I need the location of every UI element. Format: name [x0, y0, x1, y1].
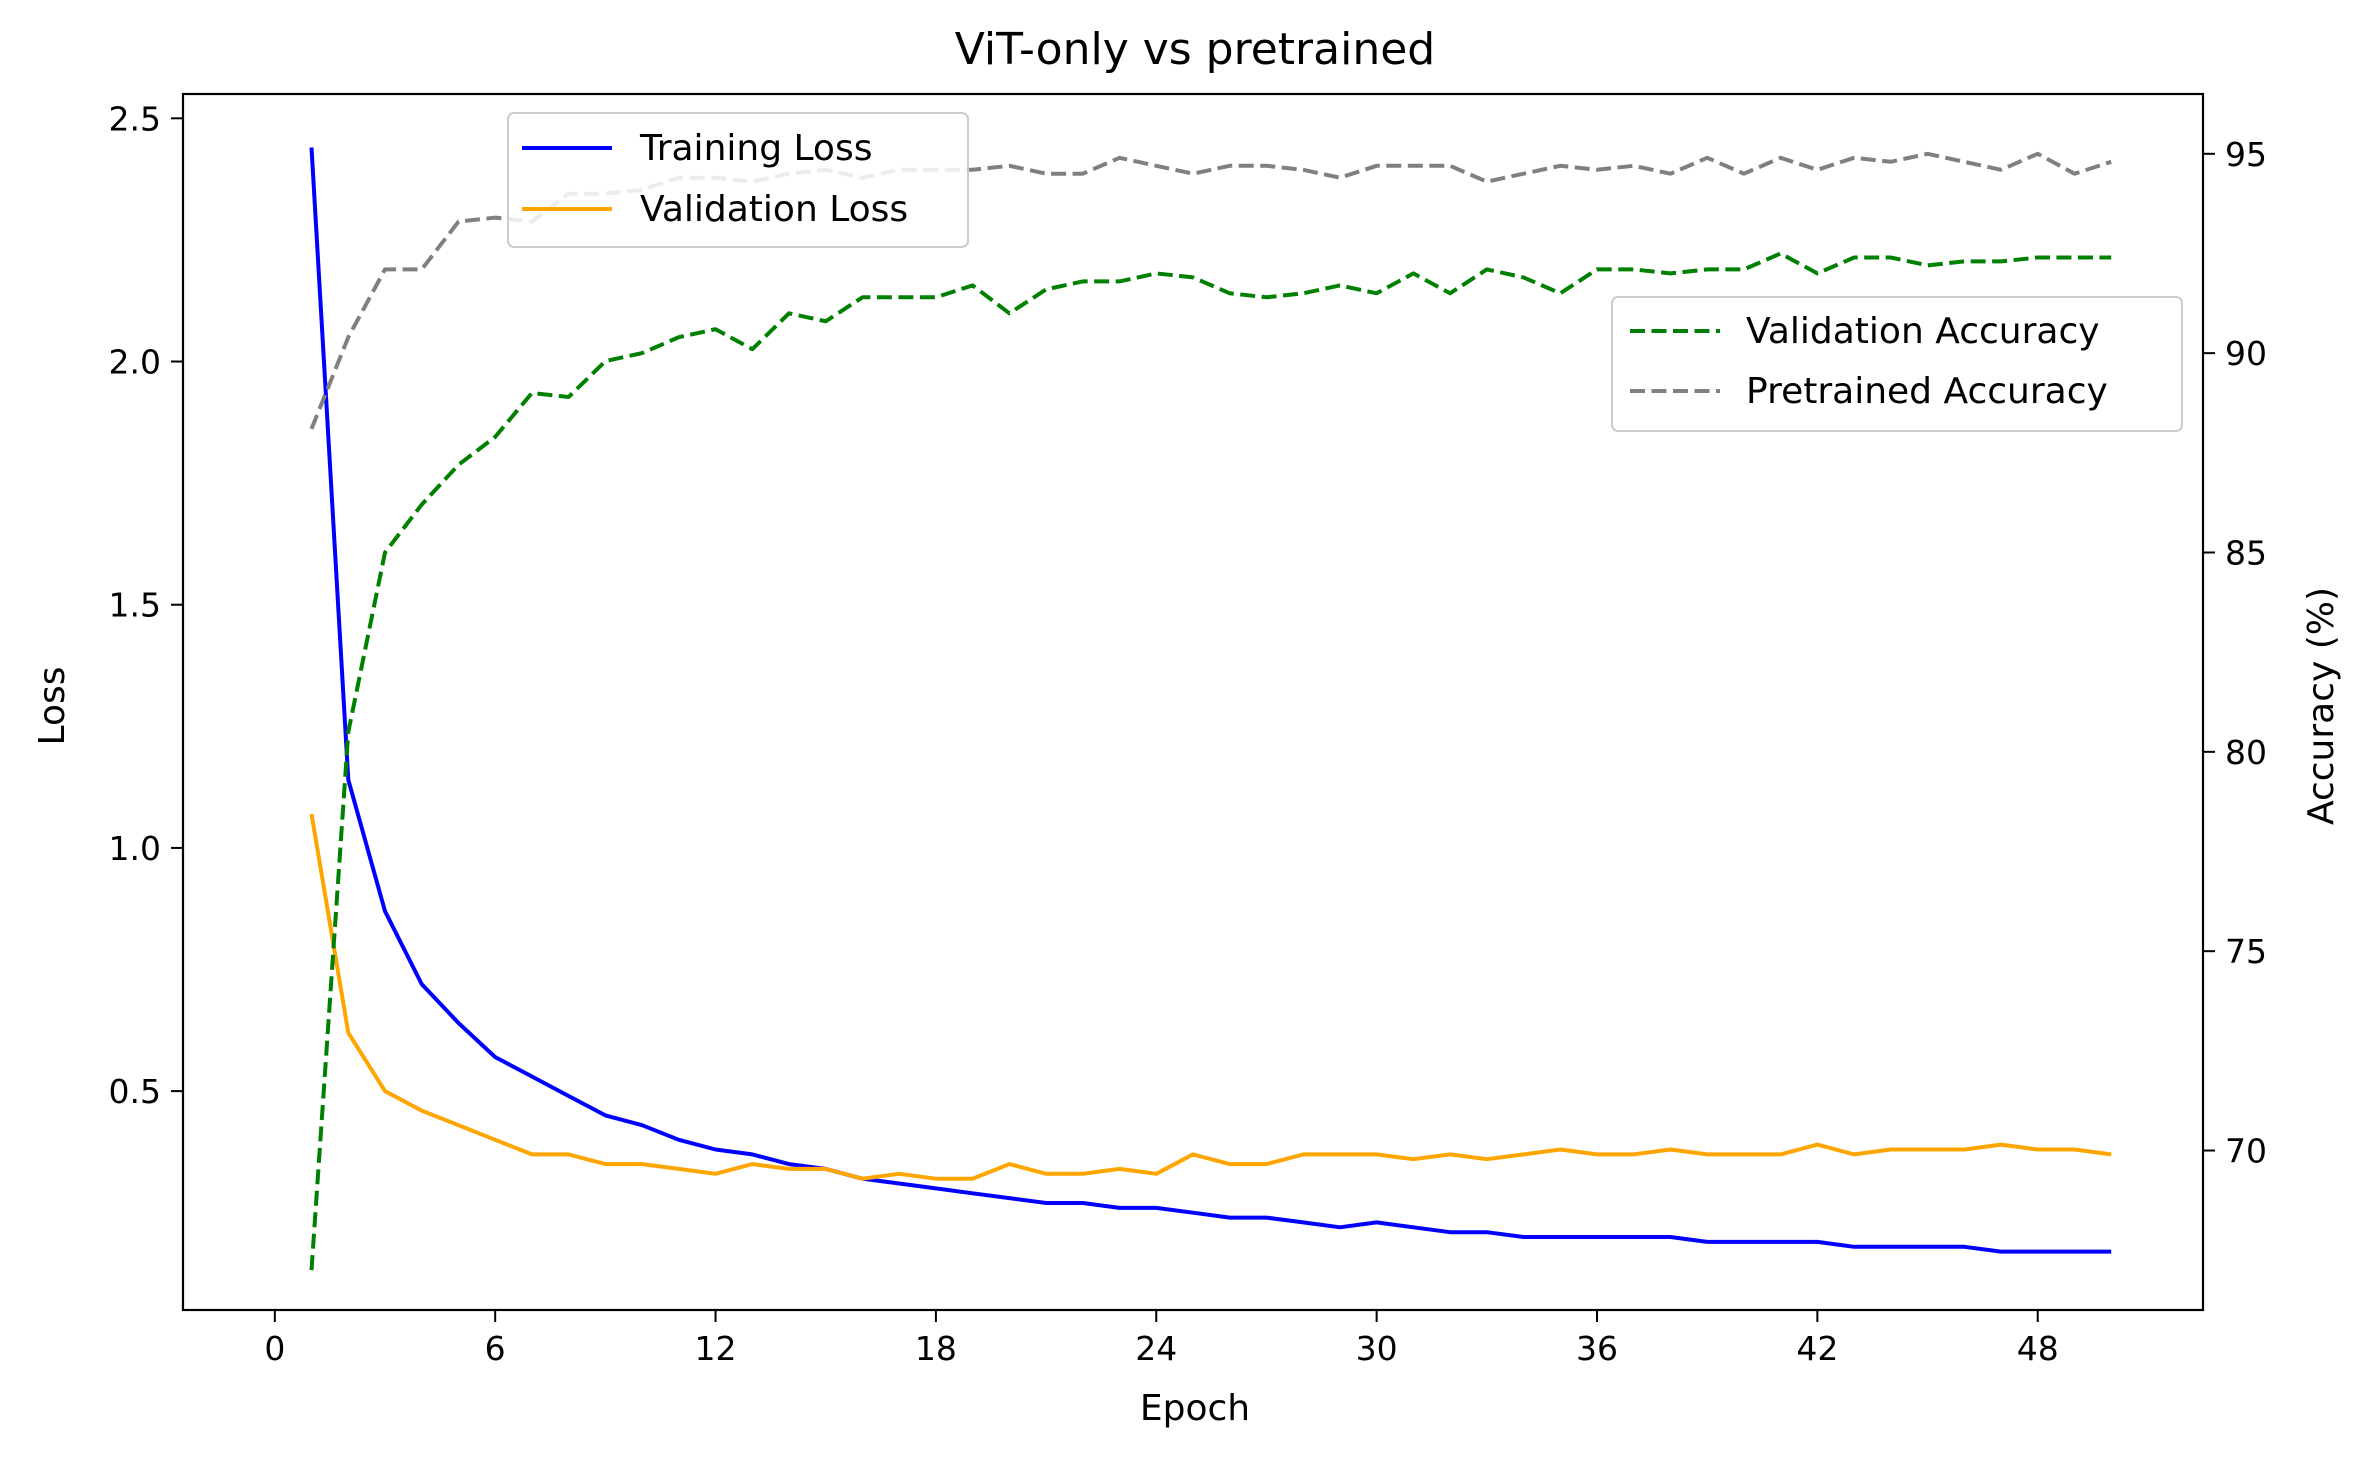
axes: 0 6 12 18 24 30 36 42 48 0.5 1.0 1.5 2.0 2.5 70 75 80 85 9… [109, 92, 2267, 1368]
y-right-tick-label: 80 [2225, 733, 2267, 772]
legend-label-training-loss: Training Loss [639, 128, 872, 169]
x-tick-label: 36 [1576, 1329, 1618, 1368]
y-right-tick-label: 75 [2225, 932, 2267, 971]
x-tick-label: 0 [264, 1329, 285, 1368]
y-axis-right-label: Accuracy (%) [2301, 587, 2342, 825]
x-tick-label: 18 [915, 1329, 957, 1368]
legend-label-pretrained-accuracy: Pretrained Accuracy [1746, 371, 2108, 412]
legend-accuracy-frame [1611, 296, 2183, 432]
y-left-tick-label: 0.5 [109, 1072, 161, 1111]
chart-title: ViT-only vs pretrained [955, 24, 1435, 75]
y-right-tick-label: 85 [2225, 533, 2267, 572]
y-right-tick-label: 70 [2225, 1132, 2267, 1171]
x-tick-label: 42 [1796, 1329, 1838, 1368]
x-tick-label: 48 [2017, 1329, 2059, 1368]
x-tick-label: 24 [1135, 1329, 1177, 1368]
y-left-tick-label: 1.5 [109, 586, 161, 625]
legend-loss-frame [507, 112, 969, 248]
y-left-tick-label: 2.0 [109, 343, 161, 382]
legend-label-validation-accuracy: Validation Accuracy [1746, 311, 2100, 352]
y-left-tick-label: 2.5 [109, 99, 161, 138]
y-left-tick-label: 1.0 [109, 829, 161, 868]
x-tick-label: 6 [485, 1329, 506, 1368]
legend-accuracy: Validation Accuracy Pretrained Accuracy [1611, 296, 2183, 432]
series-line-validation-accuracy [309, 251, 2112, 1271]
x-axis-label: Epoch [1140, 1388, 1250, 1429]
x-tick-label: 30 [1356, 1329, 1398, 1368]
y-right-tick-label: 95 [2225, 135, 2267, 174]
series-line-validation-loss [309, 813, 2112, 1181]
legend-label-validation-loss: Validation Loss [640, 189, 908, 230]
y-right-tick-label: 90 [2225, 334, 2267, 373]
x-tick-label: 12 [695, 1329, 737, 1368]
legend-loss: Training Loss Validation Loss [507, 112, 969, 248]
plot-frame [181, 92, 2205, 1312]
series-line-training-loss [309, 147, 2112, 1254]
y-axis-left-label: Loss [32, 667, 73, 746]
